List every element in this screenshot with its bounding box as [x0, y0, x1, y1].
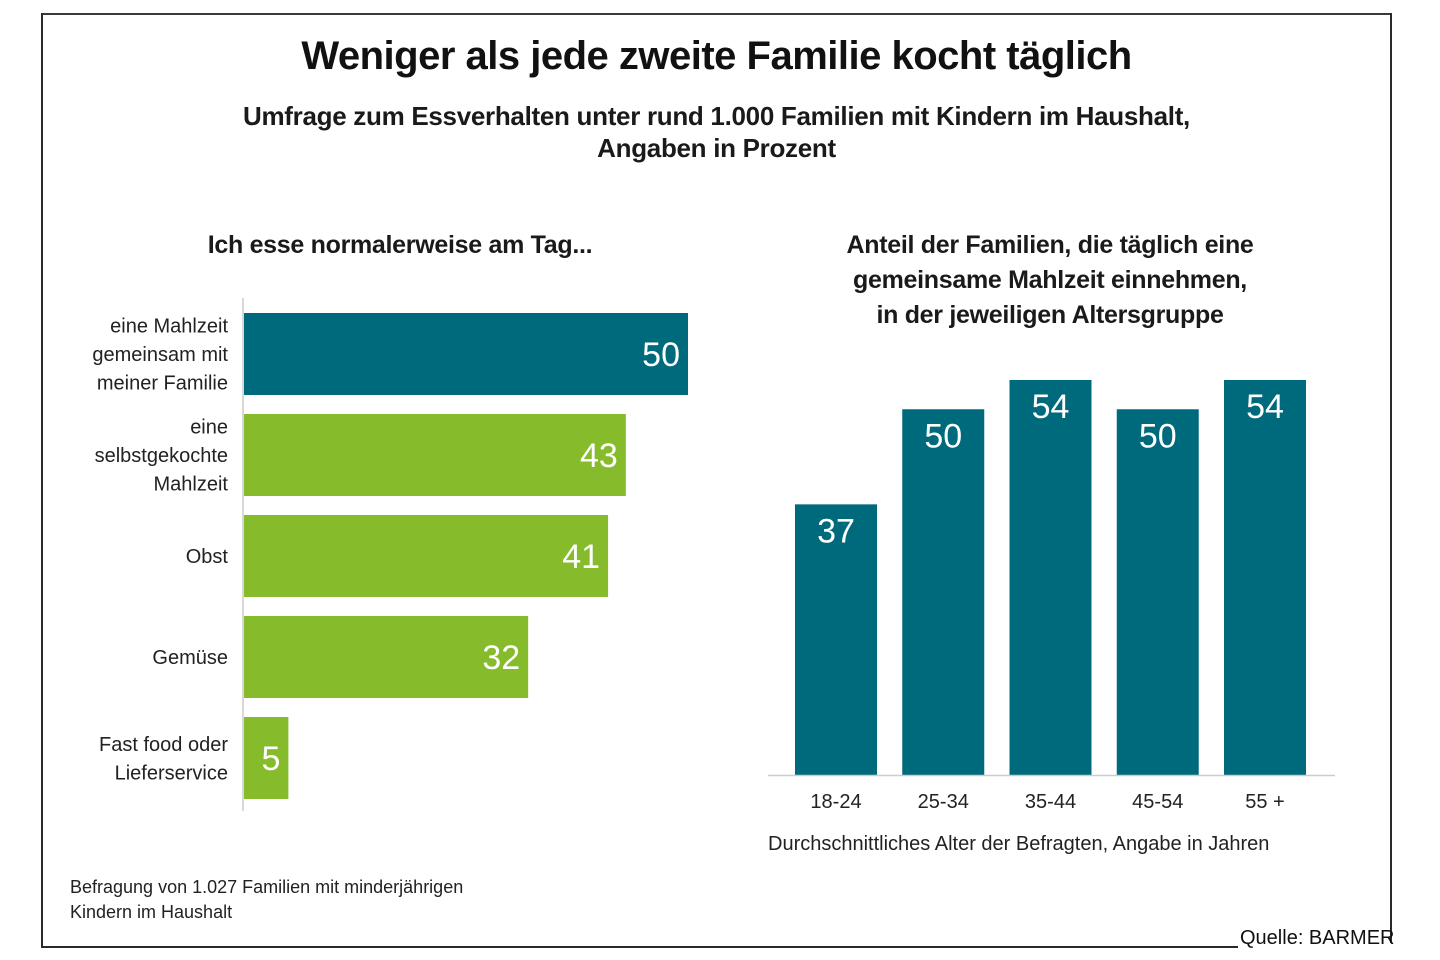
right-tick-label-4: 55 +	[1245, 791, 1284, 813]
frame-left-border	[41, 13, 43, 948]
left-bar-value-2: 41	[562, 538, 600, 576]
left-category-label-2-0: Obst	[186, 546, 229, 568]
left-category-label-1-0: eine	[190, 417, 228, 439]
right-chart-title-line-1: Anteil der Familien, die täglich eine	[846, 231, 1254, 259]
footnote: Befragung von 1.027 Familien mit minderj…	[70, 875, 463, 925]
right-bar-value-3: 50	[1139, 417, 1177, 455]
right-bar-4	[1224, 380, 1306, 775]
right-tick-label-1: 25-34	[918, 791, 969, 813]
left-category-label-3-0: Gemüse	[152, 647, 228, 669]
right-chart-title-line-2: gemeinsame Mahlzeit einnehmen,	[853, 266, 1247, 294]
left-bar-value-1: 43	[580, 437, 618, 475]
left-bar-value-4: 5	[261, 740, 280, 778]
chart-title: Weniger als jede zweite Familie kocht tä…	[301, 34, 1132, 78]
subtitle-line-1: Umfrage zum Essverhalten unter rund 1.00…	[243, 101, 1190, 131]
frame-right-border	[1390, 13, 1392, 943]
right-chart-title-line-3: in der jeweiligen Altersgruppe	[876, 301, 1224, 329]
frame-bottom-border	[41, 946, 1238, 948]
left-bar-1	[244, 414, 626, 496]
right-bar-value-1: 50	[924, 417, 962, 455]
left-category-label-0-2: meiner Familie	[97, 373, 228, 395]
left-bar-3	[244, 616, 529, 698]
right-bar-1	[902, 409, 985, 775]
frame-top-border	[41, 13, 1392, 15]
right-bar-value-2: 54	[1032, 388, 1070, 426]
left-category-label-0-1: gemeinsam mit	[92, 344, 228, 366]
right-tick-label-3: 45-54	[1132, 791, 1183, 813]
footnote-line-1: Befragung von 1.027 Familien mit minderj…	[70, 877, 464, 897]
right-bar-3	[1116, 409, 1199, 775]
right-tick-label-0: 18-24	[810, 791, 861, 813]
left-category-label-0-0: eine Mahlzeit	[110, 316, 228, 338]
right-bar-0	[795, 504, 877, 775]
right-bar-value-4: 54	[1246, 388, 1284, 426]
subtitle-line-2: Angaben in Prozent	[597, 133, 836, 163]
source-label: Quelle: BARMER	[1240, 927, 1395, 949]
left-chart-title: Ich esse normalerweise am Tag...	[207, 231, 593, 259]
left-bar-4	[244, 717, 289, 799]
right-bar-value-0: 37	[817, 512, 855, 550]
left-bar-value-0: 50	[642, 336, 680, 374]
footnote-line-2: Kindern im Haushalt	[70, 902, 233, 922]
right-bar-2	[1009, 380, 1092, 775]
right-chart-title: Anteil der Familien, die täglich eine ge…	[780, 228, 1320, 333]
left-bar-2	[244, 515, 609, 597]
left-category-label-4-0: Fast food oder	[99, 734, 228, 756]
left-category-label-1-1: selbstgekochte	[95, 445, 228, 467]
left-category-label-1-2: Mahlzeit	[154, 474, 229, 496]
left-bar-value-3: 32	[482, 639, 520, 677]
chart-subtitle: Umfrage zum Essverhalten unter rund 1.00…	[41, 100, 1392, 164]
left-bar-0	[244, 313, 688, 395]
right-tick-label-2: 35-44	[1025, 791, 1076, 813]
right-chart-xlabel: Durchschnittliches Alter der Befragten, …	[768, 833, 1269, 855]
left-category-label-4-1: Lieferservice	[115, 762, 228, 784]
